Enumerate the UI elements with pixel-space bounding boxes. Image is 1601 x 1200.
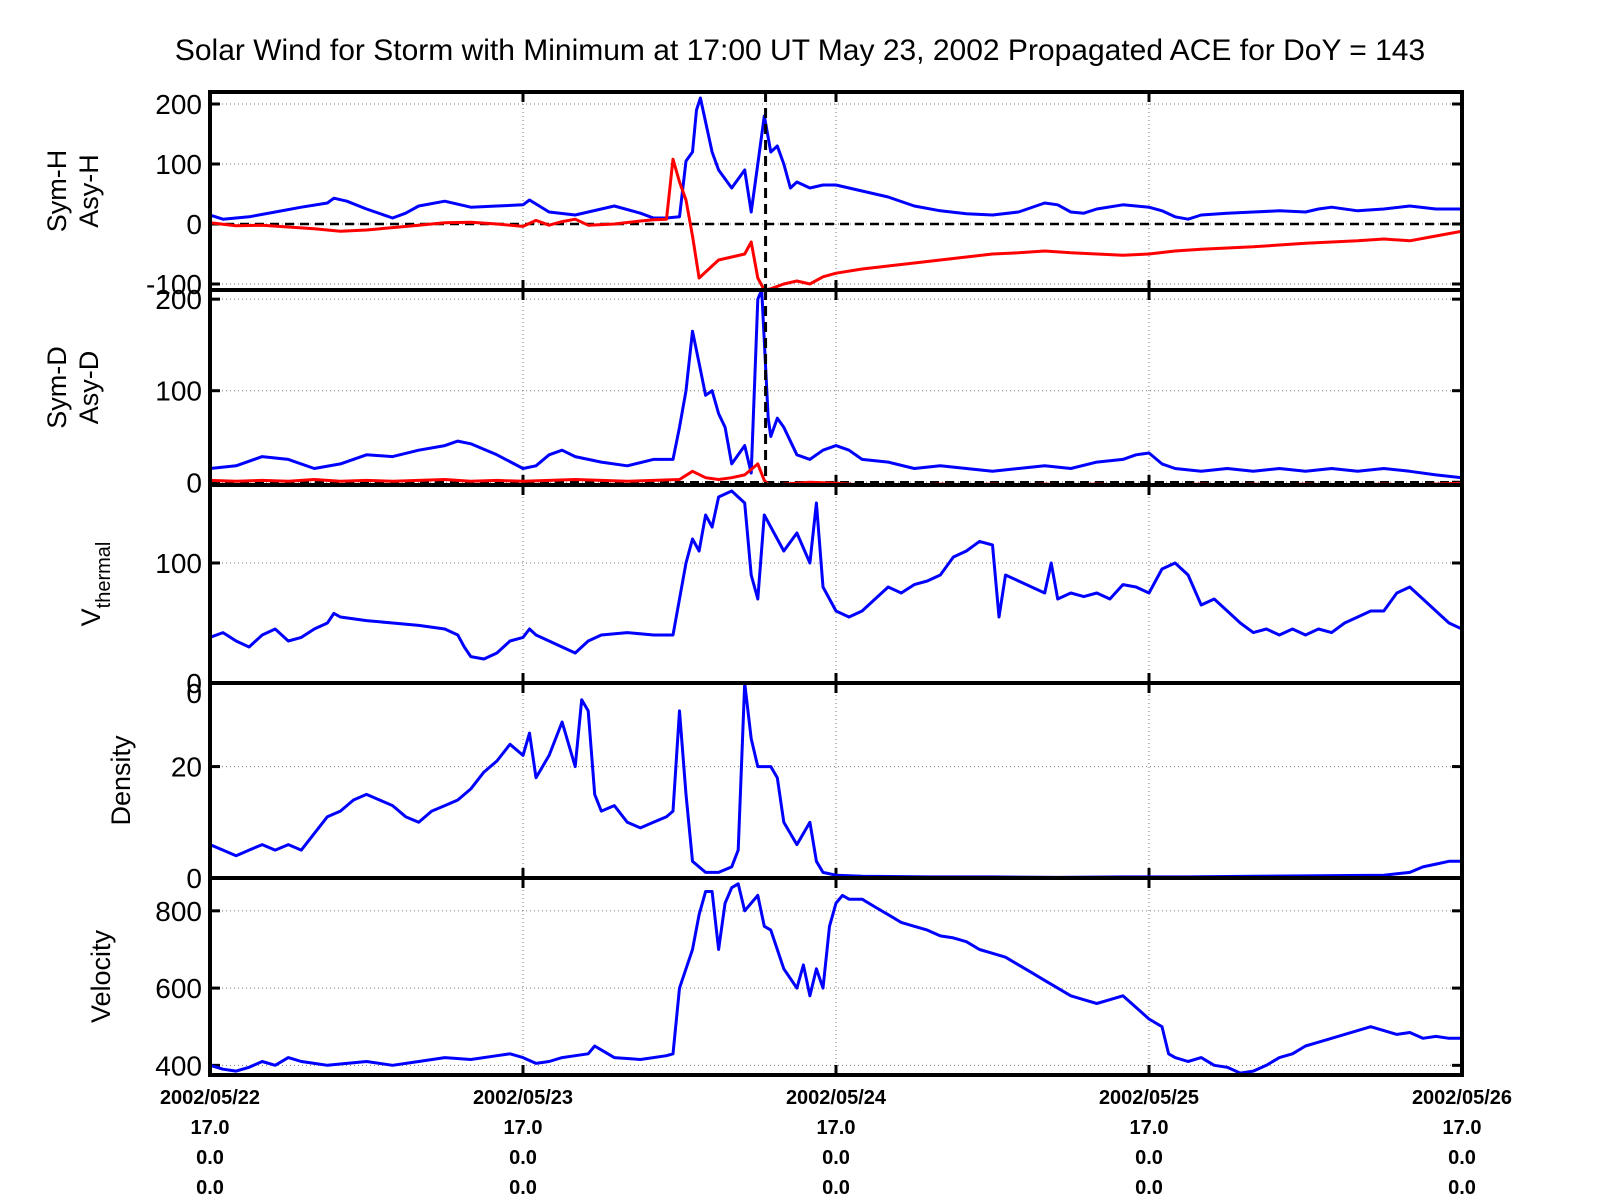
- y-axis-label: Asy-D: [74, 351, 104, 425]
- series-line-main: [210, 683, 1462, 878]
- y-tick-label: 800: [155, 896, 202, 927]
- y-axis-label: Asy-H: [74, 154, 104, 228]
- x-tick-label: 17.0: [504, 1117, 543, 1139]
- panel-frame: [208, 681, 1464, 880]
- x-tick-label: 0.0: [1448, 1147, 1476, 1169]
- y-tick-label: 400: [155, 1050, 202, 1081]
- y-tick-label: 200: [155, 89, 202, 120]
- x-tick-label: 2002/05/24: [786, 1087, 887, 1109]
- panel-frame: [208, 876, 1464, 1077]
- series-line-sym: [210, 157, 1462, 290]
- x-tick-label: 0.0: [1448, 1177, 1476, 1199]
- x-tick-label: 17.0: [191, 1117, 230, 1139]
- y-tick-label: 200: [155, 284, 202, 315]
- y-tick-label: 100: [155, 149, 202, 180]
- x-tick-label: 0.0: [822, 1147, 850, 1169]
- chart-title: Solar Wind for Storm with Minimum at 17:…: [175, 34, 1425, 67]
- x-tick-label: 2002/05/22: [160, 1087, 260, 1109]
- y-tick-label: -100: [146, 269, 202, 300]
- y-axis-label: Sym-H: [42, 150, 72, 233]
- panel-density: 20 0 0 Density: [106, 678, 1464, 894]
- series-line-main: [210, 489, 1462, 661]
- x-axis-tick-labels: 2002/05/22 17.0 0.0 0.0 2002/05/23 17.0 0.0 0.0…: [160, 1087, 1512, 1199]
- y-axis-label: Sym-D: [42, 346, 72, 429]
- x-tick-label: 17.0: [1130, 1117, 1169, 1139]
- panel-velocity: 800 600 400 Velocity: [86, 876, 1464, 1081]
- y-axis-label: Density: [106, 735, 136, 826]
- x-tick-label: 0.0: [1135, 1177, 1163, 1199]
- panel-vthermal: 100 0 Vthermal: [76, 483, 1464, 699]
- x-tick-label: 2002/05/25: [1099, 1087, 1199, 1109]
- y-tick-label: 0: [186, 668, 202, 699]
- x-tick-label: 17.0: [1443, 1117, 1482, 1139]
- y-tick-label: 0: [186, 863, 202, 894]
- x-tick-label: 0.0: [196, 1147, 224, 1169]
- x-tick-label: 0.0: [509, 1177, 537, 1199]
- x-tick-label: 2002/05/26: [1412, 1087, 1512, 1109]
- panel-symd: 200 100 0 Sym-D Asy-D: [42, 284, 1464, 498]
- x-tick-label: 0.0: [196, 1177, 224, 1199]
- x-tick-label: 0.0: [1135, 1147, 1163, 1169]
- y-tick-label: 100: [155, 376, 202, 407]
- y-tick-label: 600: [155, 973, 202, 1004]
- x-tick-label: 0.0: [822, 1177, 850, 1199]
- x-tick-label: 2002/05/23: [473, 1087, 573, 1109]
- y-axis-label: Velocity: [86, 929, 116, 1023]
- series-line-asy: [210, 96, 1462, 221]
- y-axis-label: Vthermal: [76, 542, 115, 627]
- x-tick-label: 0.0: [509, 1147, 537, 1169]
- panel-symh: 200 100 0 -100 Sym-H Asy-H: [42, 89, 1464, 300]
- y-tick-label: 100: [155, 548, 202, 579]
- x-tick-label: 17.0: [817, 1117, 856, 1139]
- y-tick-label: 0: [186, 467, 202, 498]
- y-tick-label: 0: [186, 209, 202, 240]
- y-tick-label: 0: [186, 678, 202, 709]
- y-tick-label: 20: [171, 752, 202, 783]
